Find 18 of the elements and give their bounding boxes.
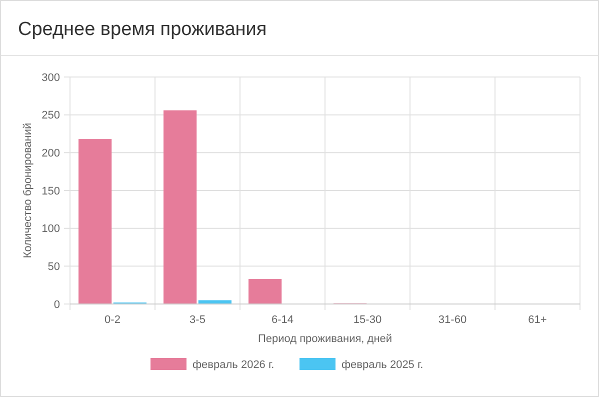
legend-label: февраль 2026 г.	[192, 358, 274, 371]
y-tick-label: 300	[42, 72, 60, 84]
x-tick-label: 61+	[528, 314, 547, 326]
legend-label: февраль 2025 г.	[342, 358, 424, 371]
y-tick-label: 150	[42, 185, 60, 198]
y-tick-label: 250	[42, 110, 60, 122]
y-tick-label: 50	[48, 261, 60, 274]
x-tick-label: 3-5	[190, 314, 206, 326]
x-tick-label: 6-14	[271, 314, 294, 326]
y-axis-title: Количество бронирований	[22, 122, 34, 258]
y-tick-label: 100	[42, 223, 60, 236]
chart-title: Среднее время проживания	[18, 19, 267, 40]
x-tick-label: 15-30	[353, 314, 382, 326]
x-tick-label: 31-60	[438, 314, 467, 326]
x-tick-label: 0-2	[104, 314, 120, 326]
x-axis-title: Период проживания, дней	[258, 333, 392, 345]
y-tick-label: 0	[54, 298, 60, 311]
y-tick-label: 200	[42, 148, 60, 160]
